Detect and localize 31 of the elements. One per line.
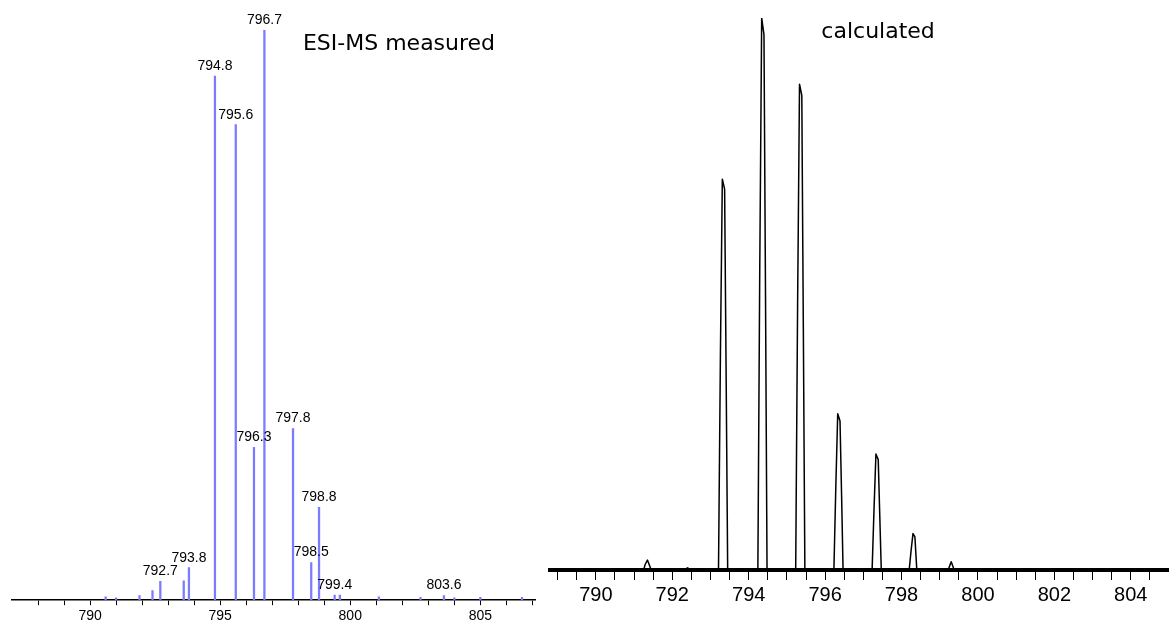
annotation: 794.8	[197, 57, 233, 74]
chart-title: ESI-MS measured	[302, 29, 496, 55]
x-tick-label: 805	[468, 607, 493, 624]
x-tick-label: 804	[1114, 582, 1148, 605]
x-tick-label: 800	[338, 607, 363, 624]
annotation: 792.7	[142, 562, 179, 579]
bar	[151, 590, 154, 601]
annotation: 803.6	[426, 576, 462, 593]
x-tick-label: 802	[1037, 582, 1072, 605]
annotation: 799.4	[317, 575, 353, 592]
x-tick-label: 790	[78, 607, 102, 624]
annotation: 796.3	[236, 428, 272, 445]
chart-title: calculated	[821, 17, 935, 43]
bar	[419, 597, 422, 601]
x-tick-label: 798	[884, 582, 919, 605]
bar	[104, 596, 107, 601]
annotation: 798.8	[301, 488, 337, 505]
bar	[377, 596, 381, 601]
annotation: 793.8	[171, 548, 207, 565]
bar	[138, 595, 141, 601]
annotation: 795.6	[218, 105, 254, 122]
x-tick-label: 790	[579, 582, 613, 605]
bar	[442, 595, 446, 601]
annotation: 797.8	[275, 409, 311, 426]
x-tick-label: 792	[655, 582, 689, 605]
x-tick-label: 795	[208, 607, 233, 624]
annotation: 796.7	[246, 10, 283, 27]
x-tick-label: 796	[808, 582, 842, 605]
x-tick-label: 800	[961, 582, 995, 605]
x-tick-label: 794	[732, 582, 766, 605]
annotation: 798.5	[293, 543, 329, 560]
